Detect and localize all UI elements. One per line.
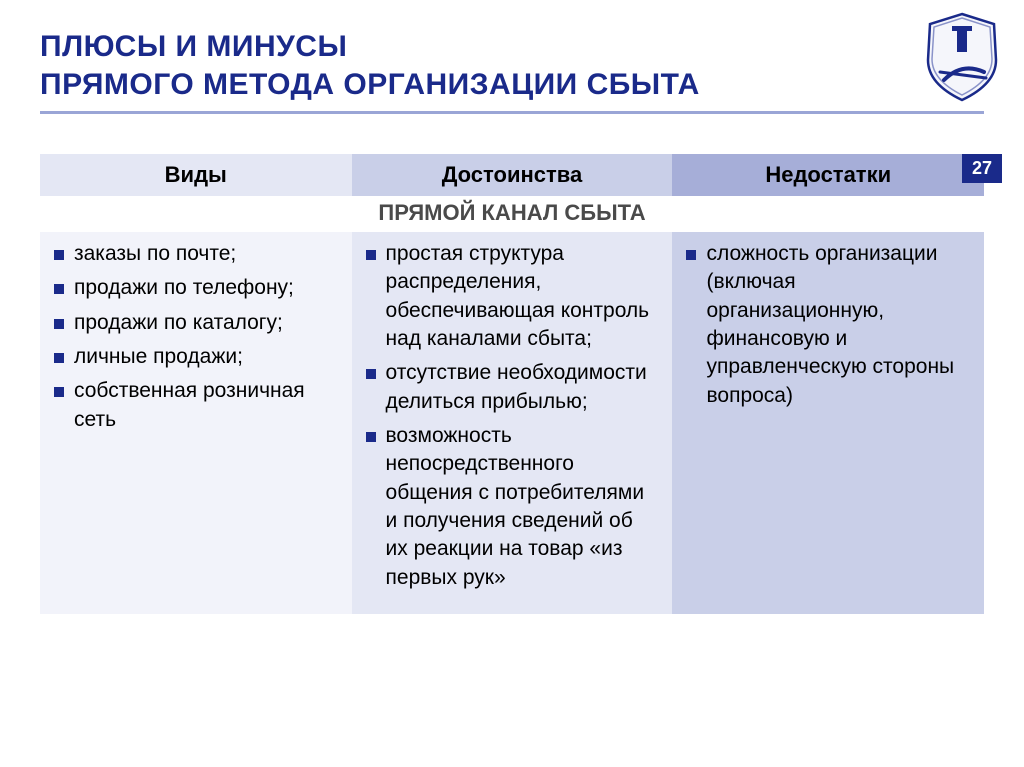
table-header-row: Виды Достоинства Недостатки [40,154,984,196]
table-body-row: заказы по почте; продажи по телефону; пр… [40,232,984,614]
square-bullet-icon [54,284,64,294]
title-line1: ПЛЮСЫ И МИНУСЫ [40,30,347,63]
item-text: личные продажи; [74,343,338,371]
square-bullet-icon [54,387,64,397]
list-item: возможность непосредственного общения с … [366,422,659,592]
list-item: отсутствие необходимости делиться прибыл… [366,359,659,416]
title-divider [40,111,984,114]
list-item: собственная розничная сеть [54,377,338,434]
square-bullet-icon [366,432,376,442]
column-header-advantages: Достоинства [352,154,673,196]
column-header-disadvantages: Недостатки [672,154,984,196]
item-text: продажи по каталогу; [74,309,338,337]
list-item: сложность организации (включая организац… [686,240,970,410]
cell-types: заказы по почте; продажи по телефону; пр… [40,232,352,614]
list-item: продажи по телефону; [54,274,338,302]
square-bullet-icon [366,369,376,379]
page-number: 27 [972,158,992,178]
list-item: личные продажи; [54,343,338,371]
square-bullet-icon [366,250,376,260]
slide-title: ПЛЮСЫ И МИНУСЫ ПРЯМОГО МЕТОДА ОРГАНИЗАЦИ… [40,28,984,103]
item-text: возможность непосредственного общения с … [386,422,659,592]
item-text: простая структура распределения, обеспеч… [386,240,659,353]
item-text: продажи по телефону; [74,274,338,302]
column-header-types: Виды [40,154,352,196]
shield-logo-icon [922,12,1002,102]
square-bullet-icon [686,250,696,260]
section-heading: ПРЯМОЙ КАНАЛ СБЫТА [40,196,984,232]
list-item: продажи по каталогу; [54,309,338,337]
square-bullet-icon [54,250,64,260]
item-text: отсутствие необходимости делиться прибыл… [386,359,659,416]
title-line2: ПРЯМОГО МЕТОДА ОРГАНИЗАЦИИ СБЫТА [40,68,700,101]
comparison-table: Виды Достоинства Недостатки ПРЯМОЙ КАНАЛ… [40,154,984,614]
list-item: заказы по почте; [54,240,338,268]
square-bullet-icon [54,319,64,329]
square-bullet-icon [54,353,64,363]
section-heading-row: ПРЯМОЙ КАНАЛ СБЫТА [40,196,984,232]
page-number-badge: 27 [962,154,1002,183]
item-text: собственная розничная сеть [74,377,338,434]
item-text: заказы по почте; [74,240,338,268]
slide: ПЛЮСЫ И МИНУСЫ ПРЯМОГО МЕТОДА ОРГАНИЗАЦИ… [0,0,1024,767]
cell-advantages: простая структура распределения, обеспеч… [352,232,673,614]
cell-disadvantages: сложность организации (включая организац… [672,232,984,614]
list-item: простая структура распределения, обеспеч… [366,240,659,353]
item-text: сложность организации (включая организац… [706,240,970,410]
